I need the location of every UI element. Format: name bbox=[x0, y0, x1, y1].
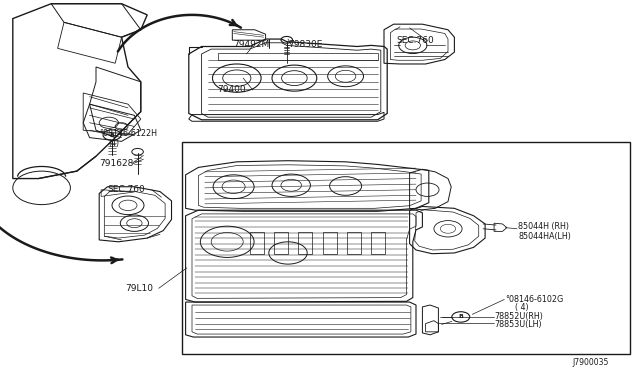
Bar bbox=[182, 142, 630, 354]
Text: SEC.760: SEC.760 bbox=[397, 36, 435, 45]
Bar bbox=[250, 232, 264, 254]
Text: °08146-6102G: °08146-6102G bbox=[506, 295, 564, 304]
Text: B: B bbox=[109, 132, 115, 138]
Text: 791628: 791628 bbox=[99, 159, 134, 168]
Text: (4): (4) bbox=[109, 139, 120, 148]
Text: 85044HA(LH): 85044HA(LH) bbox=[518, 232, 572, 241]
Text: °08146-6122H: °08146-6122H bbox=[99, 129, 157, 138]
Text: 79492M: 79492M bbox=[234, 40, 270, 49]
Bar bbox=[274, 232, 288, 254]
Text: 85044H (RH): 85044H (RH) bbox=[518, 222, 570, 231]
Text: SEC.760: SEC.760 bbox=[108, 185, 145, 194]
Bar bbox=[371, 232, 385, 254]
Bar bbox=[298, 232, 312, 254]
Text: J7900035: J7900035 bbox=[573, 358, 609, 367]
Text: 79830E: 79830E bbox=[288, 40, 323, 49]
Text: B: B bbox=[458, 314, 463, 320]
Text: ( 4): ( 4) bbox=[515, 303, 529, 312]
Text: 78852U(RH): 78852U(RH) bbox=[495, 312, 543, 321]
Bar bbox=[347, 232, 361, 254]
Bar bbox=[323, 232, 337, 254]
Text: 78853U(LH): 78853U(LH) bbox=[495, 320, 542, 329]
Text: 79L10: 79L10 bbox=[125, 284, 153, 293]
Text: 79400: 79400 bbox=[218, 85, 246, 94]
